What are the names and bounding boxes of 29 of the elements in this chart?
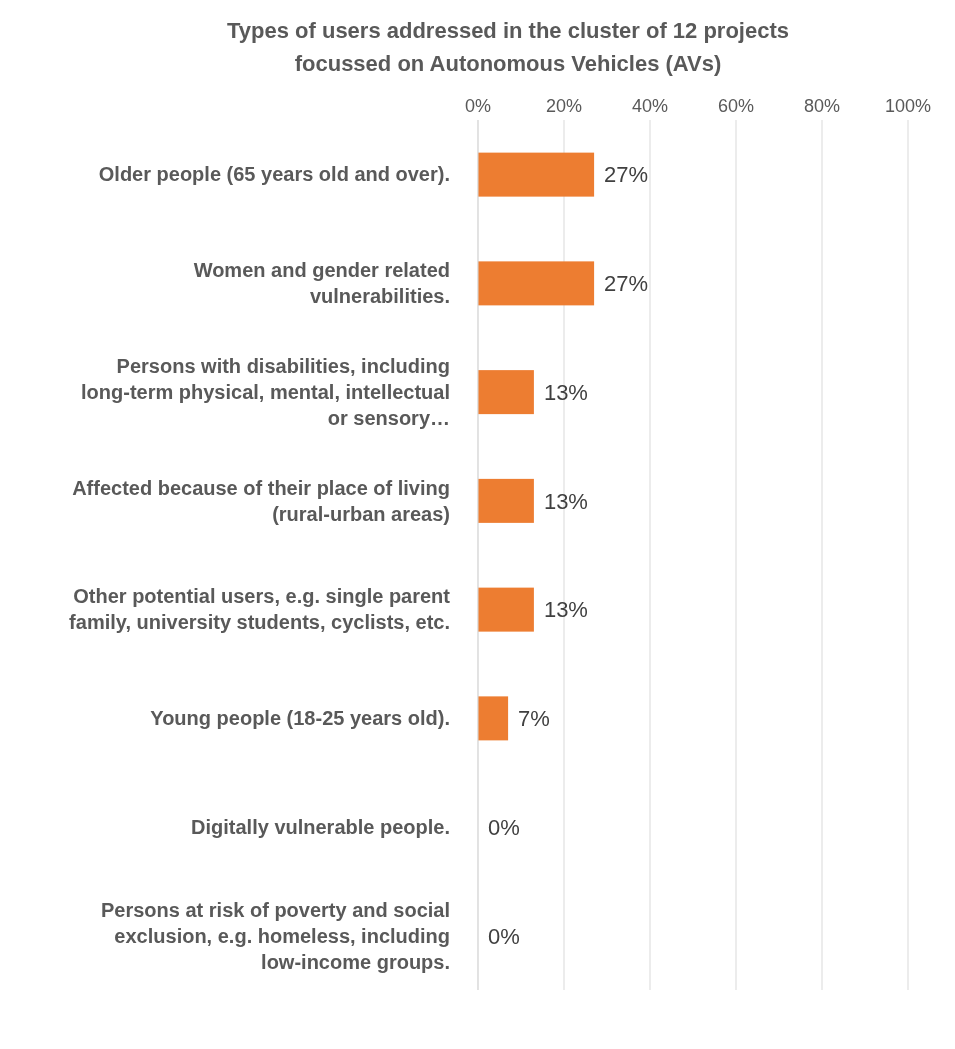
y-tick-label: Older people (65 years old and over). [98,163,450,186]
data-label: 13% [543,597,588,623]
y-tick-label: Persons with disabilities, including long-term physical, mental, intellectual or sensory… [81,354,450,429]
data-label: 0% [488,814,520,840]
bar [478,370,534,415]
bar [478,261,595,306]
data-label: 13% [543,488,588,514]
data-label: 0% [488,923,520,949]
bar [478,152,595,197]
bar [478,587,534,632]
y-tick-label: Persons at risk of poverty and social exclusion, e.g. homeless, including low-income groups. [100,898,450,973]
x-tick-label: 0% [464,96,492,116]
y-tick-label: Affected because of their place of living (rural-urban areas) [72,476,450,525]
data-label: 27% [604,271,649,297]
y-tick-label: Other potential users, e.g. single parent family, university students, cyclists, etc. [69,585,451,634]
data-label: 7% [518,706,550,732]
data-label: 27% [604,162,649,188]
bar [478,696,509,741]
chart-title: Types of users addressed in the cluster of 12 projects focussed on Autonomous Vehicles (AVs) [226,17,790,78]
y-tick-label: Digitally vulnerable people. [191,815,450,838]
x-tick-label: 40% [631,96,669,116]
bar [478,478,534,523]
data-label: 13% [543,379,588,405]
x-tick-label: 60% [717,96,755,116]
x-tick-label: 100% [884,96,932,116]
y-tick-label: Women and gender related vulnerabilities. [193,259,450,308]
x-tick-label: 80% [803,96,841,116]
x-tick-label: 20% [545,96,583,116]
y-tick-label: Young people (18-25 years old). [150,707,450,730]
